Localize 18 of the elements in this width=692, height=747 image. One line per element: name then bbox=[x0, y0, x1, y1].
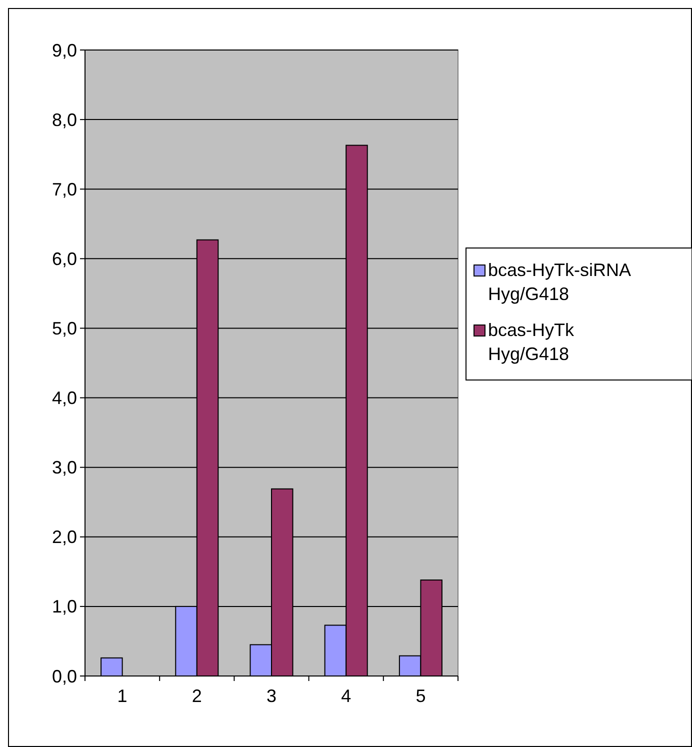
y-tick-label: 7,0 bbox=[52, 179, 77, 200]
bar bbox=[100, 657, 123, 676]
y-tick-label: 3,0 bbox=[52, 458, 77, 478]
y-tick-label: 4,0 bbox=[52, 388, 77, 408]
legend-label: bcas-HyTk-siRNA Hyg/G418 bbox=[488, 260, 632, 304]
x-tick-label: 5 bbox=[416, 686, 426, 706]
y-tick-label: 9,0 bbox=[52, 40, 77, 60]
y-tick-label: 8,0 bbox=[52, 110, 77, 130]
y-tick-label: 5,0 bbox=[52, 318, 77, 339]
y-tick-label: 6,0 bbox=[52, 248, 77, 269]
y-tick-label: 0,0 bbox=[52, 666, 77, 686]
x-tick-label: 1 bbox=[117, 686, 128, 706]
x-tick-label: 4 bbox=[341, 686, 352, 706]
y-tick-label: 2,0 bbox=[52, 527, 77, 548]
y-tick-label: 1,0 bbox=[52, 596, 77, 617]
x-tick-label: 3 bbox=[266, 686, 277, 706]
legend-label: bcas-HyTk Hyg/G418 bbox=[488, 320, 576, 364]
x-tick-label: 2 bbox=[192, 686, 202, 706]
